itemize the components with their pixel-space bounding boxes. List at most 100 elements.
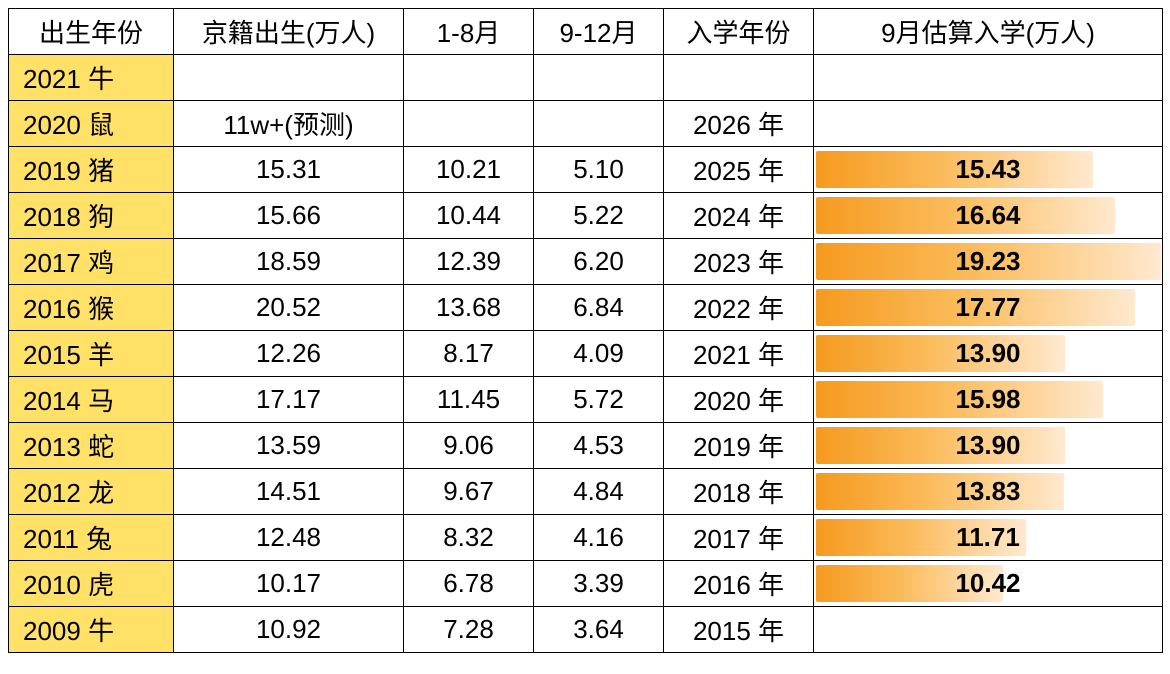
table-row: 2020 鼠11w+(预测) 2026 年: [9, 101, 1163, 147]
table-row: 2011 兔12.488.324.162017 年11.71: [9, 515, 1163, 561]
cell-m1-8: 6.78: [404, 561, 534, 607]
cell-births: 12.48: [174, 515, 404, 561]
cell-m1-8: 11.45: [404, 377, 534, 423]
estimate-bar-label: 10.42: [814, 561, 1162, 606]
cell-enroll-year: 2019 年: [664, 423, 814, 469]
cell-births: 18.59: [174, 239, 404, 285]
cell-m9-12: 6.20: [534, 239, 664, 285]
cell-births: 10.92: [174, 607, 404, 653]
cell-m9-12: 3.64: [534, 607, 664, 653]
estimate-bar-label: 11.71: [814, 515, 1162, 560]
cell-estimate: [814, 101, 1163, 147]
cell-m1-8: 8.32: [404, 515, 534, 561]
cell-births: 11w+(预测): [174, 101, 404, 147]
estimate-bar-label: 13.90: [814, 423, 1162, 468]
cell-m9-12: 5.22: [534, 193, 664, 239]
table-row: 2010 虎10.176.783.392016 年10.42: [9, 561, 1163, 607]
cell-births: 20.52: [174, 285, 404, 331]
cell-births: 12.26: [174, 331, 404, 377]
cell-estimate: [814, 607, 1163, 653]
estimate-bar-label: 19.23: [814, 239, 1162, 284]
table-row: 2019 猪15.3110.215.102025 年15.43: [9, 147, 1163, 193]
cell-estimate: 13.83: [814, 469, 1163, 515]
cell-estimate: 15.43: [814, 147, 1163, 193]
table-header-row: 出生年份 京籍出生(万人) 1-8月 9-12月 入学年份 9月估算入学(万人): [9, 9, 1163, 55]
cell-m1-8: 8.17: [404, 331, 534, 377]
cell-enroll-year: 2021 年: [664, 331, 814, 377]
estimate-bar-label: 13.90: [814, 331, 1162, 376]
cell-birth-year: 2012 龙: [9, 469, 174, 515]
estimate-bar-label: 15.98: [814, 377, 1162, 422]
cell-m9-12: [534, 55, 664, 101]
cell-m1-8: 7.28: [404, 607, 534, 653]
estimate-bar-label: 15.43: [814, 147, 1162, 192]
estimate-bar-label: 16.64: [814, 193, 1162, 238]
cell-birth-year: 2011 兔: [9, 515, 174, 561]
cell-m1-8: 13.68: [404, 285, 534, 331]
cell-enroll-year: 2023 年: [664, 239, 814, 285]
cell-m9-12: 4.09: [534, 331, 664, 377]
birth-enrollment-table: 出生年份 京籍出生(万人) 1-8月 9-12月 入学年份 9月估算入学(万人)…: [8, 8, 1163, 653]
cell-enroll-year: 2026 年: [664, 101, 814, 147]
cell-birth-year: 2009 牛: [9, 607, 174, 653]
cell-m9-12: 4.16: [534, 515, 664, 561]
cell-m9-12: 4.84: [534, 469, 664, 515]
cell-m1-8: 10.44: [404, 193, 534, 239]
col-header-birth-year: 出生年份: [9, 9, 174, 55]
cell-birth-year: 2021 牛: [9, 55, 174, 101]
cell-estimate: 16.64: [814, 193, 1163, 239]
cell-m1-8: [404, 55, 534, 101]
cell-births: [174, 55, 404, 101]
cell-estimate: 15.98: [814, 377, 1163, 423]
cell-m9-12: 4.53: [534, 423, 664, 469]
cell-enroll-year: 2017 年: [664, 515, 814, 561]
table-row: 2015 羊12.268.174.092021 年13.90: [9, 331, 1163, 377]
cell-enroll-year: 2024 年: [664, 193, 814, 239]
table-row: 2014 马17.1711.455.722020 年15.98: [9, 377, 1163, 423]
cell-m9-12: 3.39: [534, 561, 664, 607]
cell-enroll-year: 2025 年: [664, 147, 814, 193]
cell-m1-8: [404, 101, 534, 147]
table-row: 2009 牛10.927.283.642015 年: [9, 607, 1163, 653]
cell-estimate: 10.42: [814, 561, 1163, 607]
cell-m1-8: 12.39: [404, 239, 534, 285]
cell-births: 13.59: [174, 423, 404, 469]
cell-births: 15.31: [174, 147, 404, 193]
cell-birth-year: 2015 羊: [9, 331, 174, 377]
cell-births: 15.66: [174, 193, 404, 239]
table-row: 2018 狗15.6610.445.222024 年16.64: [9, 193, 1163, 239]
cell-estimate: 19.23: [814, 239, 1163, 285]
cell-m9-12: [534, 101, 664, 147]
cell-births: 14.51: [174, 469, 404, 515]
cell-m9-12: 5.10: [534, 147, 664, 193]
cell-birth-year: 2014 马: [9, 377, 174, 423]
cell-birth-year: 2020 鼠: [9, 101, 174, 147]
table-row: 2013 蛇13.599.064.532019 年13.90: [9, 423, 1163, 469]
col-header-months-9-12: 9-12月: [534, 9, 664, 55]
table-row: 2021 牛: [9, 55, 1163, 101]
table-row: 2017 鸡18.5912.396.202023 年19.23: [9, 239, 1163, 285]
cell-birth-year: 2019 猪: [9, 147, 174, 193]
estimate-bar-label: 17.77: [814, 285, 1162, 330]
cell-enroll-year: 2018 年: [664, 469, 814, 515]
cell-births: 17.17: [174, 377, 404, 423]
estimate-bar-label: 13.83: [814, 469, 1162, 514]
table-row: 2016 猴20.5213.686.842022 年17.77: [9, 285, 1163, 331]
cell-m1-8: 10.21: [404, 147, 534, 193]
table-row: 2012 龙14.519.674.842018 年13.83: [9, 469, 1163, 515]
cell-estimate: 11.71: [814, 515, 1163, 561]
cell-enroll-year: [664, 55, 814, 101]
cell-births: 10.17: [174, 561, 404, 607]
cell-m9-12: 5.72: [534, 377, 664, 423]
cell-enroll-year: 2016 年: [664, 561, 814, 607]
cell-birth-year: 2016 猴: [9, 285, 174, 331]
col-header-estimate: 9月估算入学(万人): [814, 9, 1163, 55]
col-header-months-1-8: 1-8月: [404, 9, 534, 55]
cell-m1-8: 9.06: [404, 423, 534, 469]
cell-birth-year: 2017 鸡: [9, 239, 174, 285]
cell-m9-12: 6.84: [534, 285, 664, 331]
cell-m1-8: 9.67: [404, 469, 534, 515]
cell-estimate: 13.90: [814, 423, 1163, 469]
col-header-births: 京籍出生(万人): [174, 9, 404, 55]
cell-estimate: 13.90: [814, 331, 1163, 377]
